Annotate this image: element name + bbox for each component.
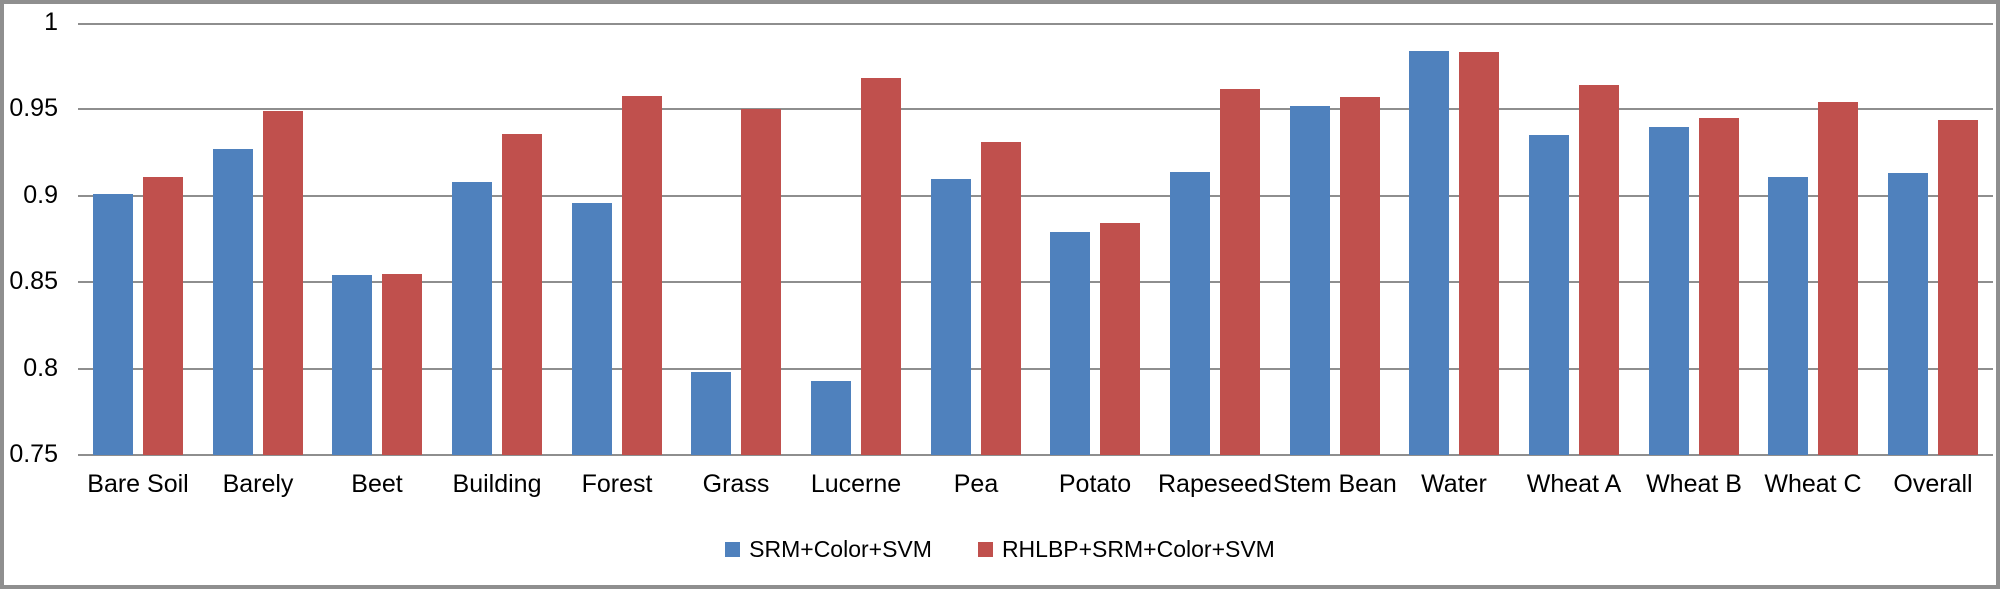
bar-srm-color-svm-beet: [332, 275, 372, 455]
plot-area: [78, 23, 1993, 456]
bar-srm-color-svm-building: [452, 182, 492, 455]
x-axis-label: Rapeseed: [1158, 470, 1272, 498]
bar-srm-color-svm-rapeseed: [1170, 172, 1210, 455]
gridline: [78, 281, 1993, 283]
y-axis-tick-label: 0.85: [9, 267, 58, 295]
x-axis-label: Stem Bean: [1273, 470, 1397, 498]
bar-srm-color-svm-stem-bean: [1290, 106, 1330, 455]
gridline: [78, 108, 1993, 110]
y-axis-tick-label: 1: [44, 8, 58, 36]
x-axis-label: Lucerne: [810, 470, 902, 498]
legend-item-srm-color-svm: SRM+Color+SVM: [725, 538, 932, 561]
y-axis-tick-label: 0.75: [9, 440, 58, 468]
legend-label: SRM+Color+SVM: [749, 536, 932, 562]
bar-srm-color-svm-forest: [572, 203, 612, 455]
legend-item-rhlbp-srm-color-svm: RHLBP+SRM+Color+SVM: [977, 536, 1275, 562]
bar-rhlbp-srm-color-svm-wheat-b: [1699, 118, 1739, 455]
bar-srm-color-svm-overall: [1888, 173, 1928, 455]
legend: SRM+Color+SVM RHLBP+SRM+Color+SVM: [4, 538, 1996, 561]
bar-srm-color-svm-pea: [931, 179, 971, 455]
x-axis-label: Pea: [953, 470, 999, 498]
bar-srm-color-svm-wheat-c: [1768, 177, 1808, 455]
bar-rhlbp-srm-color-svm-overall: [1938, 120, 1978, 455]
bar-srm-color-svm-wheat-a: [1529, 135, 1569, 455]
y-axis-tick-label: 0.8: [23, 354, 58, 382]
x-axis-label: Barely: [222, 470, 294, 498]
legend-swatch-blue: [725, 542, 741, 557]
bar-srm-color-svm-grass: [691, 372, 731, 455]
bar-rhlbp-srm-color-svm-wheat-a: [1579, 85, 1619, 455]
bar-srm-color-svm-potato: [1050, 232, 1090, 455]
x-axis-label: Overall: [1893, 470, 1973, 498]
x-axis-label: Bare Soil: [87, 470, 189, 498]
bar-rhlbp-srm-color-svm-stem-bean: [1340, 97, 1380, 455]
bar-srm-color-svm-barely: [213, 149, 253, 455]
x-axis-label: Forest: [581, 470, 653, 498]
bar-rhlbp-srm-color-svm-building: [502, 134, 542, 455]
x-axis-label: Wheat A: [1526, 470, 1622, 498]
x-axis-label: Water: [1421, 470, 1487, 498]
y-axis-tick-label: 0.9: [23, 181, 58, 209]
y-axis: 1 0.95 0.9 0.85 0.8 0.75: [4, 10, 58, 467]
x-axis-label: Building: [452, 470, 542, 498]
gridline: [78, 454, 1993, 456]
bar-srm-color-svm-bare-soil: [93, 194, 133, 455]
legend-label: RHLBP+SRM+Color+SVM: [1001, 536, 1275, 562]
bar-rhlbp-srm-color-svm-beet: [382, 274, 422, 455]
x-axis-label: Potato: [1058, 470, 1132, 498]
x-axis-label: Grass: [702, 470, 770, 498]
x-axis: Bare Soil Barely Beet Building Forest Grass Lu…: [78, 469, 1993, 509]
bar-rhlbp-srm-color-svm-lucerne: [861, 78, 901, 455]
x-axis-label: Wheat C: [1764, 470, 1862, 498]
gridline: [78, 23, 1993, 25]
bar-rhlbp-srm-color-svm-grass: [741, 109, 781, 455]
x-axis-label: Beet: [351, 470, 403, 498]
bar-rhlbp-srm-color-svm-pea: [981, 142, 1021, 455]
bar-rhlbp-srm-color-svm-rapeseed: [1220, 89, 1260, 455]
bar-rhlbp-srm-color-svm-potato: [1100, 223, 1140, 455]
gridline: [78, 195, 1993, 197]
x-axis-label: Wheat B: [1646, 470, 1742, 498]
bar-rhlbp-srm-color-svm-wheat-c: [1818, 102, 1858, 455]
bar-rhlbp-srm-color-svm-water: [1459, 52, 1499, 455]
gridline: [78, 368, 1993, 370]
bar-rhlbp-srm-color-svm-barely: [263, 111, 303, 455]
legend-swatch-red: [977, 542, 993, 557]
bar-rhlbp-srm-color-svm-bare-soil: [143, 177, 183, 455]
bar-srm-color-svm-wheat-b: [1649, 127, 1689, 455]
bar-srm-color-svm-lucerne: [811, 381, 851, 455]
bar-rhlbp-srm-color-svm-forest: [622, 96, 662, 455]
y-axis-tick-label: 0.95: [9, 94, 58, 122]
bar-srm-color-svm-water: [1409, 51, 1449, 455]
